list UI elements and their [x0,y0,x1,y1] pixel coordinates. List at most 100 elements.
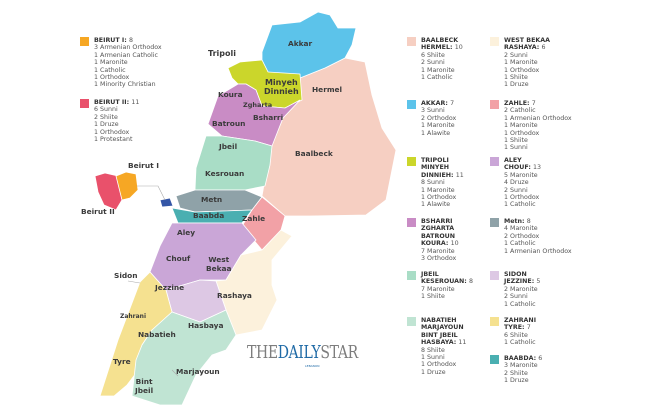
label-minyeh: Minyeh [264,78,298,87]
legend-item: 1 Shiite [421,293,445,301]
beirut-2-region [94,172,123,211]
legend-item: 2 Sunni [504,293,528,301]
legend-item: 1 Maronite [421,66,455,74]
legend-title-line: TRIPOLI [421,157,449,164]
legend-swatch [490,355,499,364]
legend-entry: NABATIEH MARJAYOUN BINT JBEIL HASBAYA: 11 8 … [407,317,466,376]
legend-item: 1 Alawite [421,201,451,209]
legend-title: BSHARRI [421,218,459,225]
label-aley: Aley [177,228,196,237]
label-metn: Metn [201,195,223,204]
legend-item: 1 Protestant [94,136,133,144]
legend-item: 1 Armenian Orthodox [504,247,572,255]
aley-chouf-region [149,222,257,291]
legend-item: 1 Catholic [421,74,453,82]
legend-title: MARJAYOUN [421,324,466,331]
legend-total: 10 [450,240,459,248]
legend-swatch [407,271,416,280]
legend-item: 2 Maronite [504,285,538,293]
label-rashaya: Rashaya [217,291,252,300]
legend-total: 11 [455,171,464,179]
legend-title: JBEIL [421,271,473,278]
legend-title-line: BEIRUT I: [94,37,127,44]
legend-title: ALEY [504,157,541,164]
legend-swatch [407,37,416,46]
legend-title: ZAHLE: 7 [504,100,572,107]
legend-item: 1 Armenian Orthodox [504,114,572,122]
logo-subtitle: LEBANON [305,364,320,368]
legend-total: 5 [536,278,541,286]
legend-item: 1 Orthodox [94,128,130,136]
legend-title-line: JEZZINE: [504,278,535,286]
legend-item: 1 Catholic [504,339,536,347]
legend-title: NABATIEH [421,317,466,324]
legend-item: 2 Shiite [504,369,528,377]
legend-item: 1 Maronite [504,122,538,130]
legend-item: 1 Armenian Catholic [94,51,158,59]
label-dinnieh: Dinnieh [264,86,299,96]
label-jbeil-2: Jbeil [135,385,154,395]
legend-title: BAALBECK [421,37,463,44]
legend-title-line: ZGHARTA [421,225,455,233]
legend-title: WEST BEKAA [504,37,550,44]
label-batroun: Batroun [212,119,246,128]
legend-title-line: MARJAYOUN [421,324,464,332]
baabda-region [171,207,253,224]
legend-item: 1 Alawite [421,129,451,137]
logo-the: THE [247,342,278,363]
legend-title: BAABDA: 6 [504,355,542,362]
legend-swatch [490,317,499,326]
legend-total: 11 [131,99,140,106]
legend-title: Metn: 8 [504,218,572,225]
legend-swatch [80,37,89,46]
legend-item: 8 Sunni [421,179,445,187]
legend-title-line: BAABDA: [504,355,537,362]
legend-swatch [490,100,499,109]
legend-title: TYRE: 7 [504,324,536,331]
legend-title-line: SIDON [504,271,527,278]
legend-title-line: BSHARRI [421,218,453,225]
legend-total: 6 [541,44,546,52]
legend-item: 1 Orthodox [421,361,457,369]
legend-title-line: MINYEH [421,164,450,172]
legend-item: 1 Maronite [504,59,538,67]
legend-title: KOURA: 10 [421,240,459,247]
legend-item: 7 Maronite [421,285,455,293]
legend-item: 1 Maronite [421,122,455,130]
legend-item: 8 Shiite [421,346,445,354]
legend-title: SIDON [504,271,540,278]
legend-swatch [407,218,416,227]
legend-title-line: BATROUN [421,232,456,240]
legend-entry: TRIPOLI MINYEH DINNIEH: 11 8 Sunni 1 Maronit… [407,157,464,209]
legend-item: 1 Druze [421,368,446,376]
legend-swatch [407,157,416,166]
legend-title-line: ZAHRANI [504,317,537,324]
label-sidon: Sidon [114,271,138,280]
label-jbeil: Jbeil [219,142,238,151]
legend-total: 8 [526,218,531,225]
legend-title: BEIRUT II: 11 [94,99,139,106]
legend-item: 4 Druze [504,179,529,187]
legend-item: 1 Orthodox [504,129,540,137]
legend-title-line: WEST BEKAA [504,37,550,44]
label-beirut-1: Beirut I [128,161,159,170]
legend-item: 2 Sunni [504,186,528,194]
legend-item: 1 Maronite [94,59,128,67]
beirut-small-region [159,197,174,208]
legend-title-line: JBEIL [421,271,439,278]
legend-item: 1 Shiite [504,74,528,82]
legend-item: 3 Sunni [421,107,445,115]
legend-title: ZGHARTA [421,225,459,232]
legend-item: 5 Maronite [504,171,538,179]
legend-title: HERMEL: 10 [421,44,463,51]
legend-item: 6 Shiite [421,51,445,59]
legend-total: 7 [531,100,536,107]
logo-daily: DAILY [277,342,321,363]
